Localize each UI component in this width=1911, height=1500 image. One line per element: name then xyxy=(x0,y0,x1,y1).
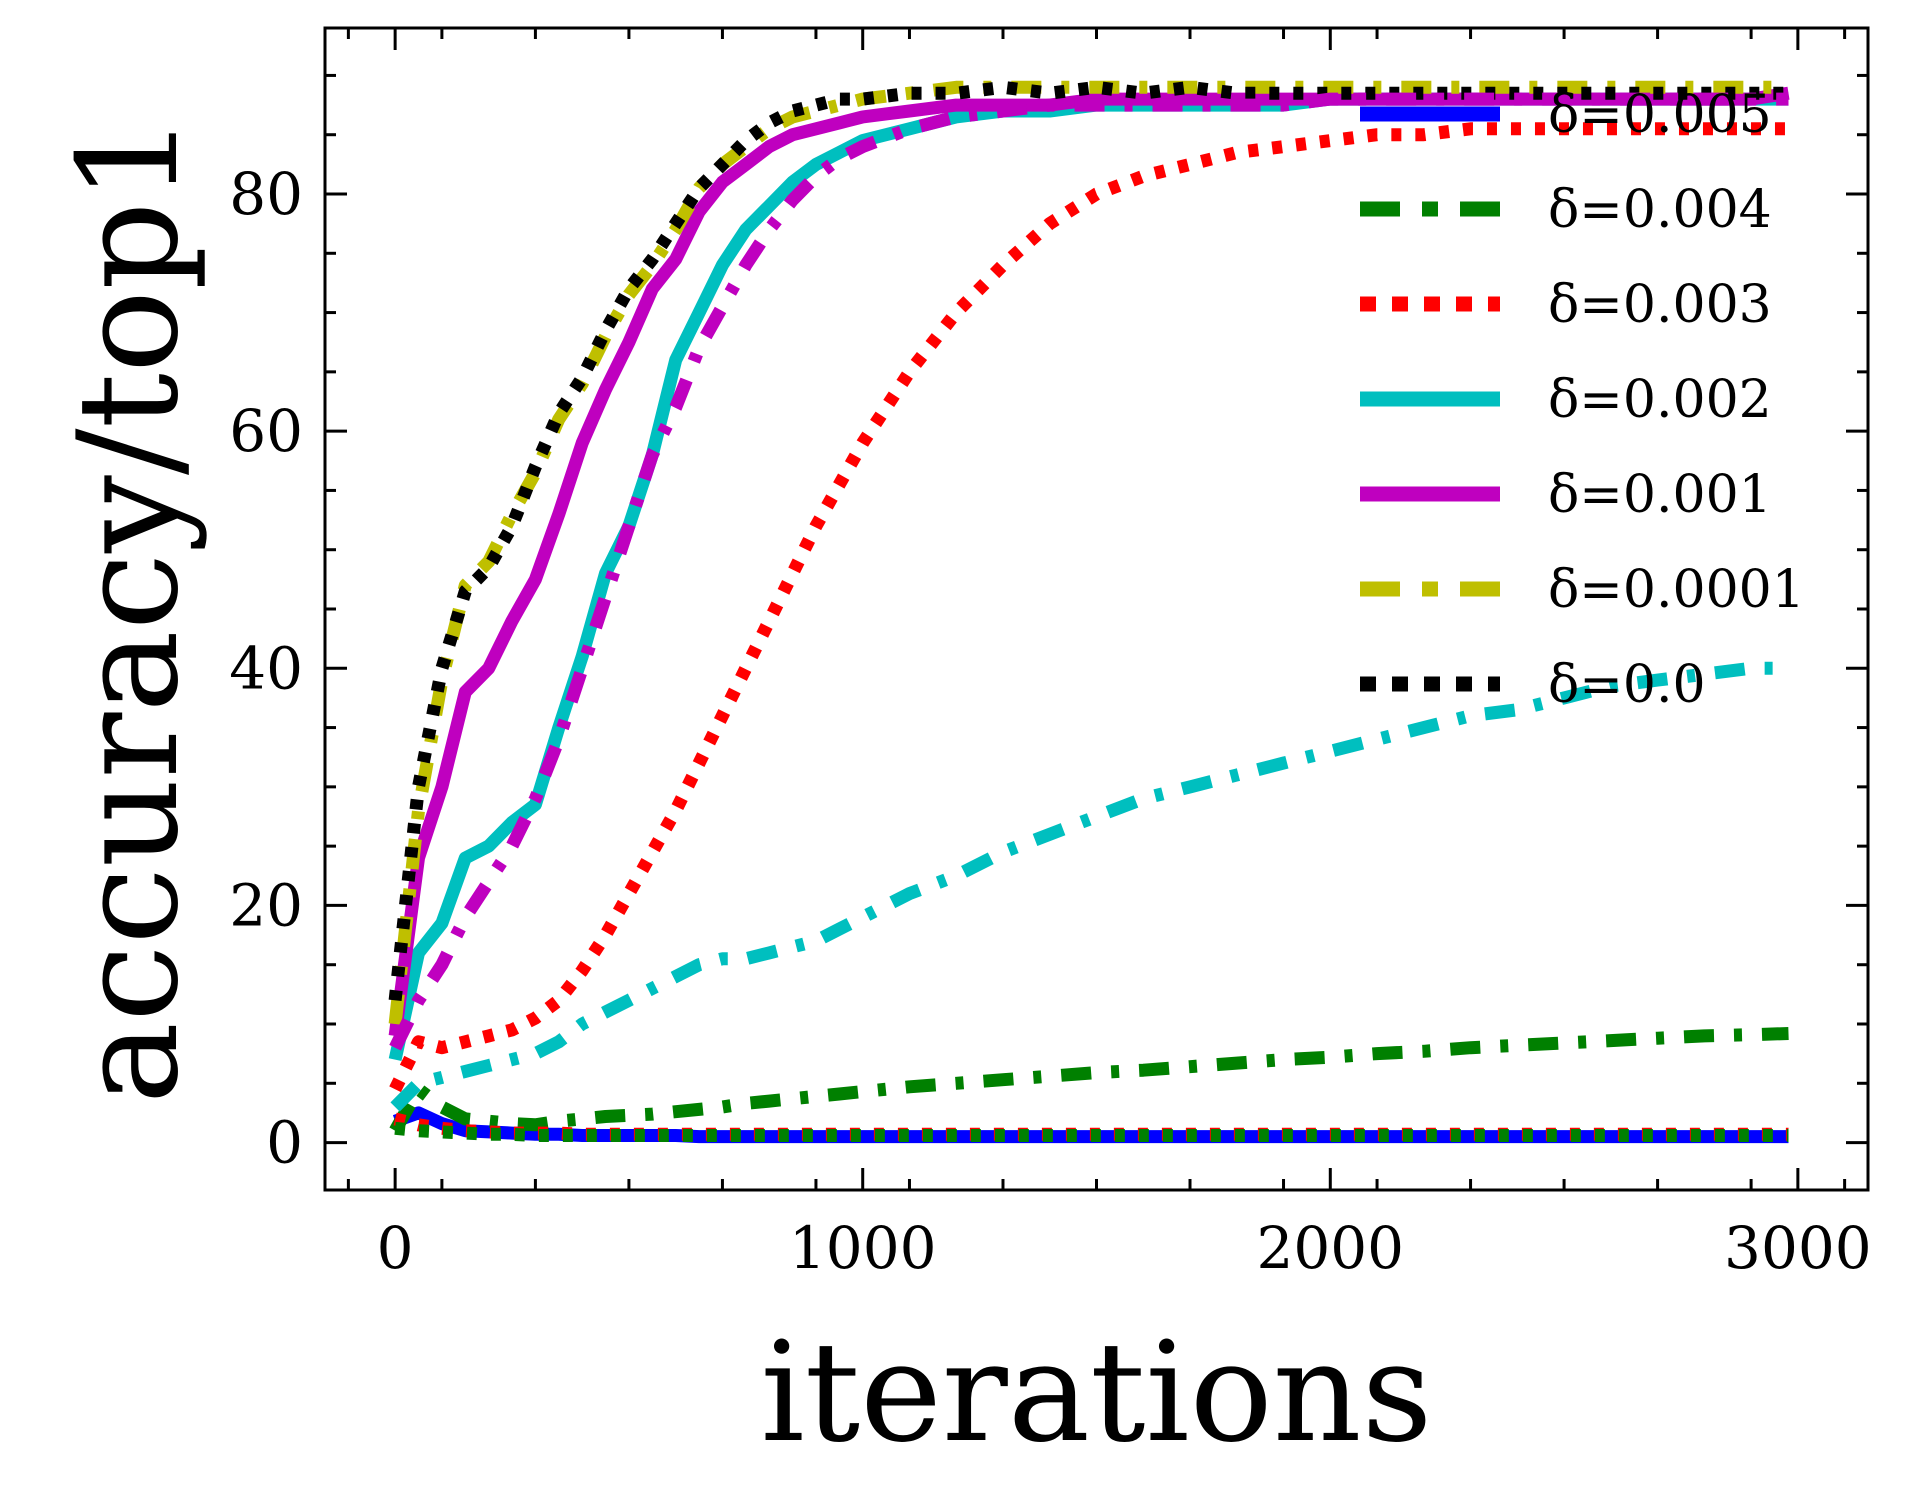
x-tick-label: 2000 xyxy=(1256,1214,1404,1282)
legend-label-3: δ=0.003 xyxy=(1548,275,1772,335)
legend-label-6: δ=0.0001 xyxy=(1548,560,1805,620)
x-tick-label: 3000 xyxy=(1724,1214,1872,1282)
y-tick-label: 60 xyxy=(229,397,303,465)
legend-label-1: δ=0.005 xyxy=(1548,85,1772,145)
series-line-1 xyxy=(392,1106,1789,1144)
y-tick-label: 40 xyxy=(229,634,303,702)
y-axis-title: accuracy/top1 xyxy=(48,114,209,1104)
series-line-2 xyxy=(389,1027,1789,1134)
ticks-layer: 0 1000 2000 3000 0 20 40 60 80 xyxy=(229,28,1872,1282)
legend-label-5: δ=0.001 xyxy=(1548,465,1772,525)
legend-label-4: δ=0.002 xyxy=(1548,370,1772,430)
y-tick-label: 0 xyxy=(266,1109,303,1177)
x-tick-label: 0 xyxy=(377,1214,414,1282)
series-layer xyxy=(388,80,1790,1144)
legend: δ=0.005 δ=0.004 δ=0.003 δ=0.002 δ=0.001 δ=0.0… xyxy=(1360,85,1805,715)
series-line-3 xyxy=(389,122,1789,1093)
legend-label-7: δ=0.0 xyxy=(1548,655,1706,715)
x-tick-label: 1000 xyxy=(789,1214,937,1282)
series-line-9 xyxy=(389,92,1789,1051)
x-axis-title: iterations xyxy=(761,1312,1433,1473)
y-tick-label: 80 xyxy=(229,160,303,228)
y-tick-label: 20 xyxy=(229,871,303,939)
legend-label-2: δ=0.004 xyxy=(1548,180,1772,240)
series-line-8 xyxy=(390,661,1789,1112)
